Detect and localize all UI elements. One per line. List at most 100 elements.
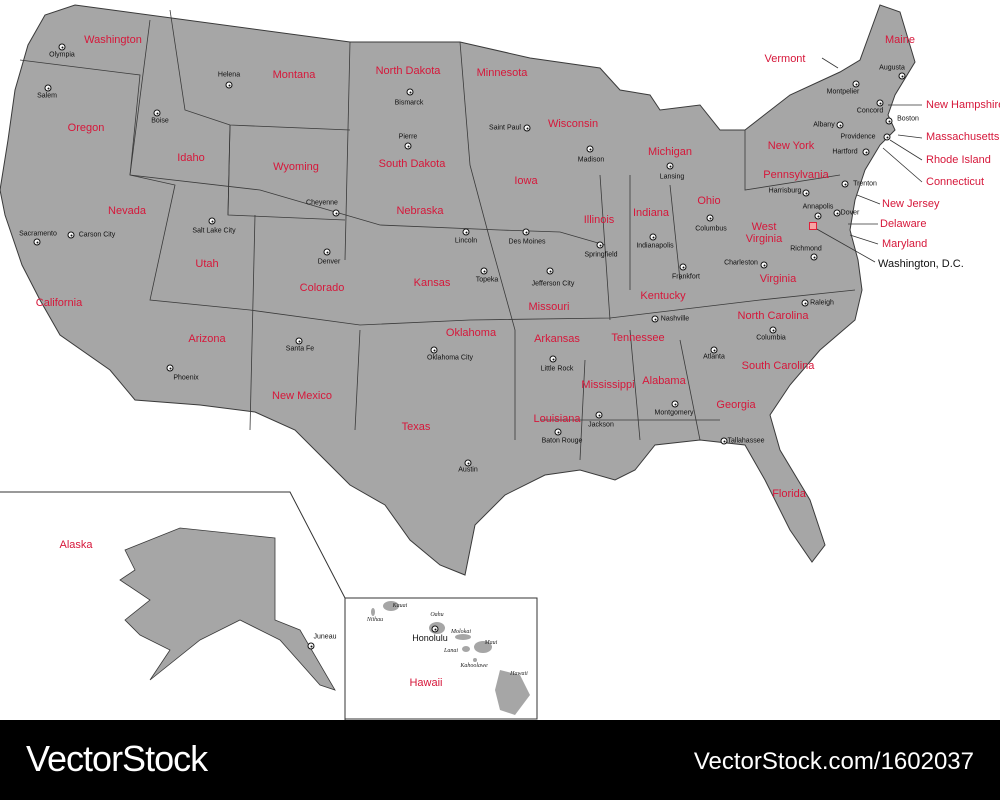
state-label: Florida — [772, 488, 806, 500]
state-label: Illinois — [583, 214, 615, 226]
island-label: Oahu — [430, 612, 444, 618]
state-label: West Virginia — [745, 221, 783, 245]
capital-label: Montpelier — [826, 88, 860, 96]
callout-label: New Hampshire — [926, 99, 1000, 111]
capital-marker-icon — [208, 217, 216, 225]
capital-label: Baton Rouge — [541, 437, 583, 445]
capital-label: Frankfort — [671, 273, 701, 281]
capital-label: Harrisburg — [768, 187, 802, 195]
state-label: Kentucky — [640, 290, 686, 302]
capital-marker-icon — [431, 625, 439, 633]
capital-marker-icon — [430, 346, 438, 354]
island-label: Molokai — [451, 629, 471, 635]
state-label: Arkansas — [534, 333, 580, 345]
capital-marker-icon — [836, 121, 844, 129]
state-label: North Dakota — [375, 65, 441, 77]
capital-marker-icon — [885, 117, 893, 125]
capital-marker-icon — [596, 241, 604, 249]
state-label: Wyoming — [273, 161, 319, 173]
state-label: Nevada — [108, 205, 146, 217]
capital-marker-icon — [58, 43, 66, 51]
capital-marker-icon — [295, 337, 303, 345]
capital-label: Lansing — [659, 173, 685, 181]
state-label: South Dakota — [378, 158, 446, 170]
state-label: Pennsylvania — [763, 169, 829, 181]
capital-marker-icon — [406, 88, 414, 96]
capital-label: Hartford — [832, 148, 858, 156]
capital-marker-icon — [898, 72, 906, 80]
callout-lines — [814, 57, 923, 263]
capital-marker-icon — [769, 326, 777, 334]
capital-marker-icon — [720, 437, 728, 445]
capital-marker-icon — [649, 233, 657, 241]
capital-marker-icon — [480, 267, 488, 275]
state-label: Minnesota — [476, 67, 528, 79]
callout-label: Massachusetts — [926, 131, 1000, 143]
capital-marker-icon — [522, 228, 530, 236]
capital-label: Dover — [840, 209, 860, 217]
capital-label: Saint Paul — [489, 124, 521, 132]
capital-label: Jackson — [588, 421, 614, 429]
capital-label: Honolulu — [412, 633, 448, 643]
capital-label: Topeka — [475, 276, 499, 284]
state-label: Alaska — [59, 539, 93, 551]
capital-marker-icon — [323, 248, 331, 256]
capital-label: Phoenix — [173, 374, 199, 382]
us-map: Washington Montana North Dakota Minnesota Ma… — [0, 4, 1000, 720]
capital-marker-icon — [801, 299, 809, 307]
state-label: Tennessee — [611, 332, 665, 344]
hawaii-islands-shapes — [371, 601, 530, 715]
callout-label: Washington, D.C. — [878, 258, 964, 270]
capital-marker-icon — [802, 189, 810, 197]
island-label: Kahoolawe — [460, 663, 488, 669]
capital-label: Cheyenne — [306, 199, 338, 207]
capital-label: Madison — [577, 156, 605, 164]
island-label: Hawaii — [510, 671, 528, 677]
capital-label: Charleston — [724, 259, 758, 267]
capital-label: Columbus — [695, 225, 727, 233]
state-label: Texas — [401, 421, 431, 433]
state-label: Washington — [84, 34, 142, 46]
capital-label: Concord — [856, 107, 884, 115]
capital-label: Annapolis — [802, 203, 834, 211]
capital-label: Des Moines — [508, 238, 546, 246]
capital-label: Olympia — [49, 51, 75, 59]
capital-label: Oklahoma City — [427, 354, 473, 362]
capital-marker-icon — [595, 411, 603, 419]
capital-marker-icon — [546, 267, 554, 275]
capital-marker-icon — [586, 145, 594, 153]
capital-label: Little Rock — [540, 365, 574, 373]
state-borders — [19, 9, 856, 461]
capital-marker-icon — [679, 263, 687, 271]
brand-logo: VectorStock — [26, 738, 208, 779]
capital-marker-icon — [464, 459, 472, 467]
state-label: Kansas — [413, 277, 451, 289]
capital-marker-icon — [332, 209, 340, 217]
capital-marker-icon — [651, 315, 659, 323]
state-label: Montana — [272, 69, 316, 81]
capital-marker-icon — [710, 346, 718, 354]
capital-label: Lincoln — [454, 237, 478, 245]
capital-label: Salem — [37, 92, 57, 100]
callout-label: New Jersey — [882, 198, 940, 210]
capital-marker-icon — [225, 81, 233, 89]
capital-marker-icon — [153, 109, 161, 117]
state-label: Idaho — [177, 152, 205, 164]
capital-label: Juneau — [313, 633, 337, 641]
state-label: Hawaii — [409, 677, 443, 689]
map-shapes — [0, 4, 923, 720]
state-label: Colorado — [299, 282, 345, 294]
capital-marker-icon — [44, 84, 52, 92]
capital-label: Jefferson City — [531, 280, 575, 288]
capital-label: Pierre — [398, 133, 418, 141]
state-label: Maine — [885, 34, 915, 46]
capital-label: Bismarck — [394, 99, 424, 107]
state-label: Ohio — [697, 195, 721, 207]
capital-marker-icon — [706, 214, 714, 222]
capital-label: Nashville — [660, 315, 690, 323]
state-label: California — [35, 297, 83, 309]
state-label: Arizona — [188, 333, 226, 345]
state-label: Nebraska — [396, 205, 444, 217]
capital-marker-icon — [833, 209, 841, 217]
callout-label: Connecticut — [926, 176, 985, 188]
